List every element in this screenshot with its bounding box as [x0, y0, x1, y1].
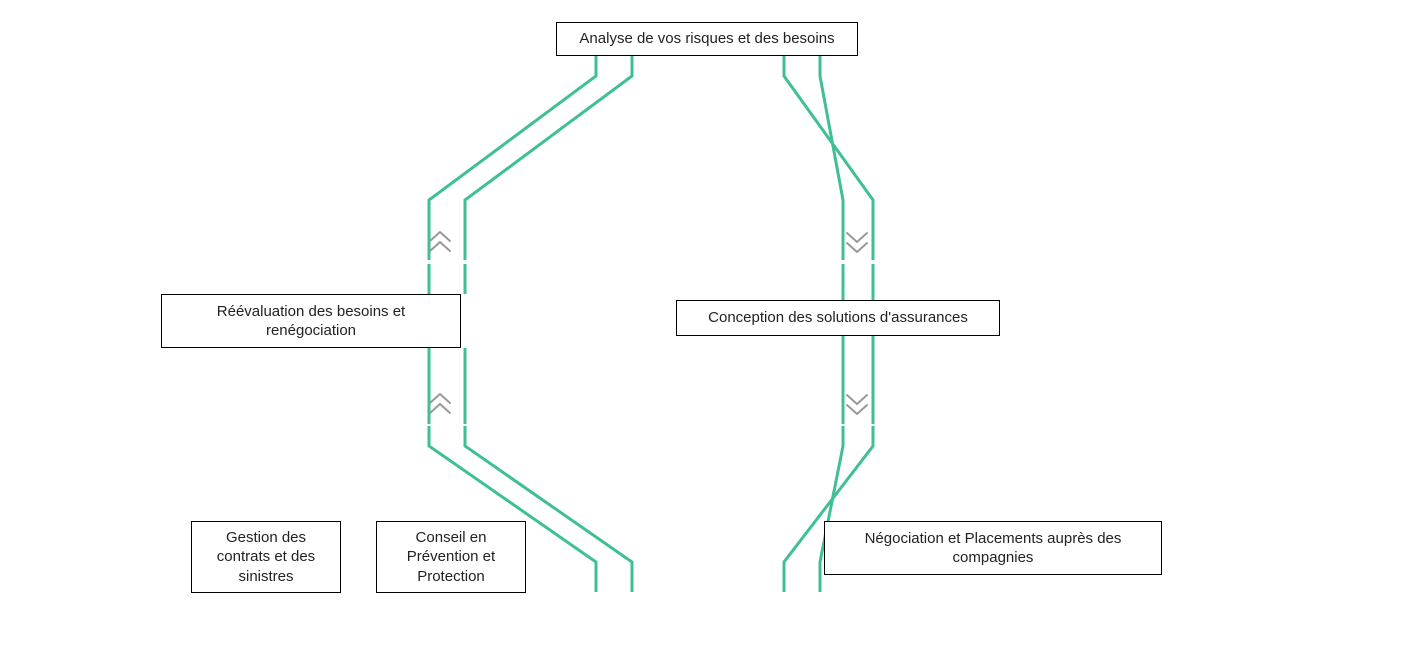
node-bot-right: Négociation et Placements auprès des com…	[824, 521, 1162, 575]
chevron-up-icon	[426, 228, 454, 261]
chevron-up-icon	[426, 390, 454, 423]
node-mid-right: Conception des solutions d'assurances	[676, 300, 1000, 336]
chevron-down-icon	[843, 390, 871, 423]
node-bot-right-label: Négociation et Placements auprès des com…	[841, 529, 1145, 568]
node-bot-left-a: Gestion des contrats et des sinistres	[191, 521, 341, 593]
chevron-down-icon	[843, 228, 871, 261]
node-bot-left-a-label: Gestion des contrats et des sinistres	[208, 528, 324, 587]
node-top-label: Analyse de vos risques et des besoins	[579, 29, 834, 49]
node-bot-left-b: Conseil en Prévention et Protection	[376, 521, 526, 593]
node-mid-right-label: Conception des solutions d'assurances	[708, 308, 968, 328]
node-mid-left-label: Réévaluation des besoins et renégociatio…	[178, 302, 444, 341]
node-top: Analyse de vos risques et des besoins	[556, 22, 858, 56]
node-mid-left: Réévaluation des besoins et renégociatio…	[161, 294, 461, 348]
node-bot-left-b-label: Conseil en Prévention et Protection	[393, 528, 509, 587]
